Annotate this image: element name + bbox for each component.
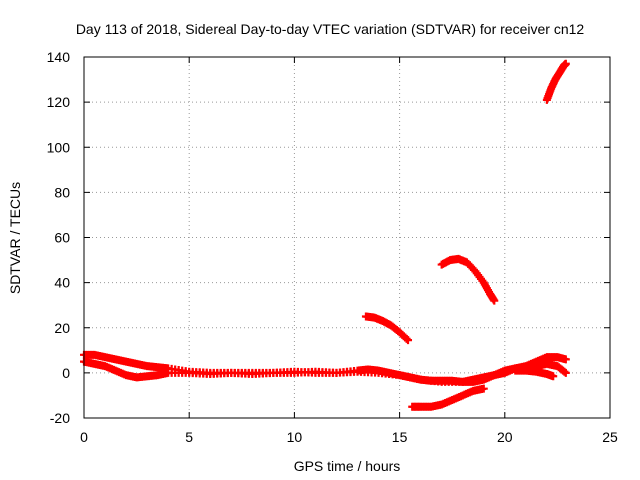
plot-frame xyxy=(83,56,611,419)
data-point xyxy=(561,368,570,377)
chart-title: Day 113 of 2018, Sidereal Day-to-day VTE… xyxy=(76,21,585,37)
y-tick-label: 40 xyxy=(54,275,70,291)
x-axis-label: GPS time / hours xyxy=(294,458,401,474)
y-tick-label: 80 xyxy=(54,184,70,200)
series-segment-13-15 xyxy=(361,312,413,345)
grid xyxy=(84,57,610,418)
data-point xyxy=(549,372,558,381)
x-tick-label: 15 xyxy=(392,429,408,445)
series-segment-15-19-low xyxy=(408,384,488,411)
y-tick-label: 60 xyxy=(54,230,70,246)
x-tick-label: 20 xyxy=(497,429,513,445)
series-segment-17-19 xyxy=(437,254,499,305)
y-tick-label: 20 xyxy=(54,320,70,336)
data-points xyxy=(80,59,570,411)
data-point xyxy=(561,59,570,68)
data-point xyxy=(560,367,569,376)
data-point xyxy=(561,355,570,364)
y-tick-label: 120 xyxy=(47,94,71,110)
axis-ticks: 0 5 10 15 20 25 -20 0 20 40 60 80 100 120 140 xyxy=(47,49,618,445)
x-tick-label: 5 xyxy=(185,429,193,445)
x-tick-label: 0 xyxy=(80,429,88,445)
data-point xyxy=(402,334,411,343)
series-segment-20-22 xyxy=(511,366,558,381)
y-tick-label: -20 xyxy=(50,410,70,426)
y-tick-label: 0 xyxy=(62,365,70,381)
series-segment-22 xyxy=(542,59,570,104)
x-tick-label: 10 xyxy=(287,429,303,445)
y-tick-label: 140 xyxy=(47,49,71,65)
series-baseline-lower xyxy=(80,357,570,386)
y-axis-label: SDTVAR / TECUs xyxy=(7,182,23,294)
data-point xyxy=(490,296,499,305)
x-tick-label: 25 xyxy=(602,429,618,445)
data-point xyxy=(479,384,488,393)
data-point xyxy=(404,336,413,345)
y-tick-label: 100 xyxy=(47,139,71,155)
